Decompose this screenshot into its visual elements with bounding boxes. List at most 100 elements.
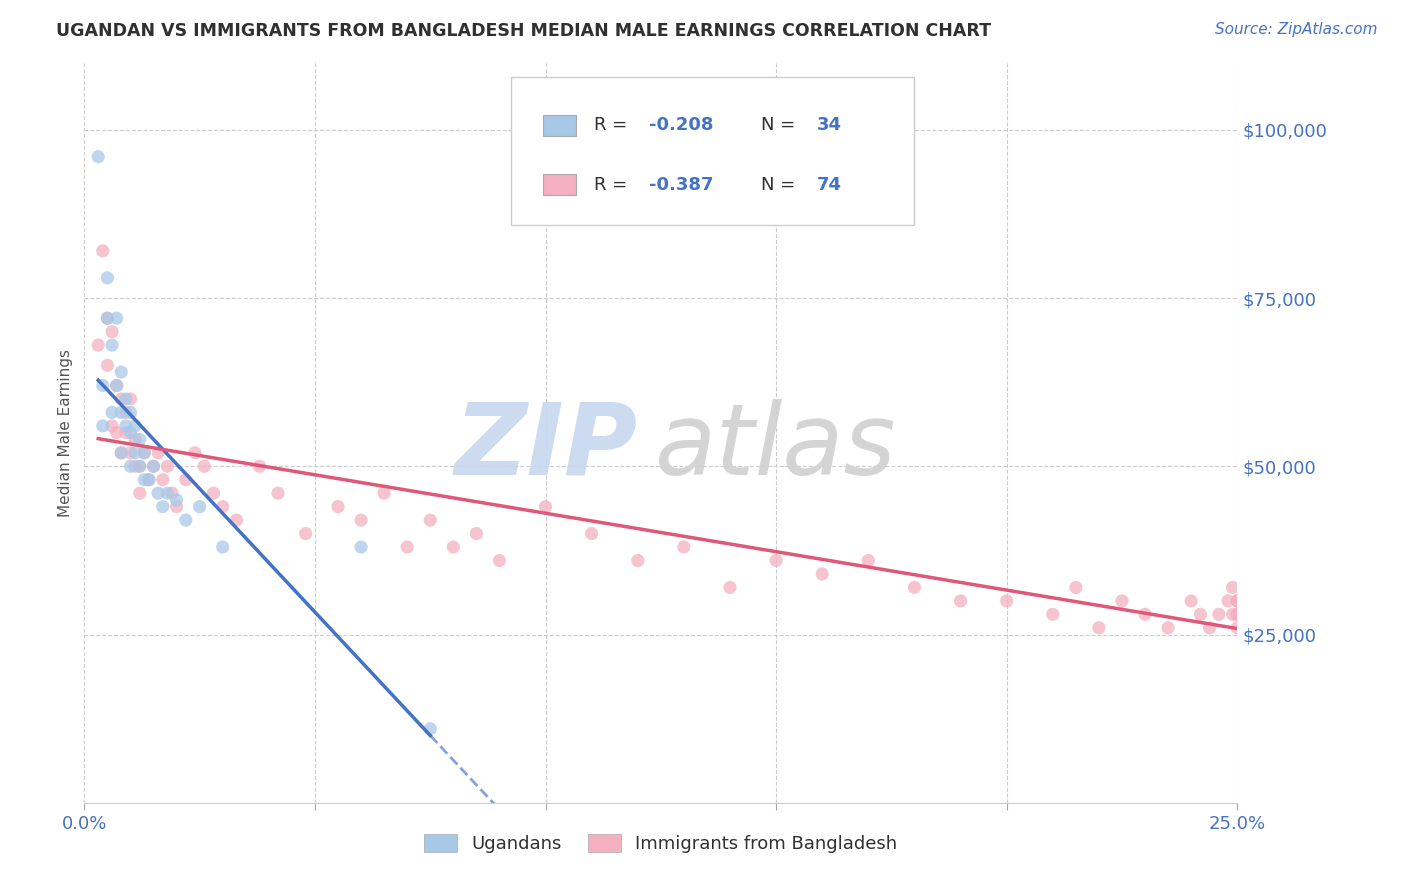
Point bbox=[1226, 594, 1249, 608]
Point bbox=[995, 594, 1018, 608]
Point bbox=[128, 433, 150, 447]
Point bbox=[534, 500, 557, 514]
Point bbox=[160, 486, 183, 500]
Point bbox=[350, 513, 373, 527]
Point bbox=[488, 553, 510, 567]
Text: -0.208: -0.208 bbox=[650, 116, 714, 135]
Point bbox=[225, 513, 247, 527]
Point bbox=[1157, 621, 1180, 635]
Point bbox=[146, 486, 169, 500]
Point bbox=[1180, 594, 1202, 608]
Point bbox=[146, 446, 169, 460]
Text: N =: N = bbox=[761, 116, 801, 135]
Point bbox=[211, 540, 233, 554]
Legend: Ugandans, Immigrants from Bangladesh: Ugandans, Immigrants from Bangladesh bbox=[416, 827, 905, 861]
Point bbox=[1226, 607, 1249, 622]
Text: 34: 34 bbox=[817, 116, 841, 135]
Point bbox=[419, 722, 441, 736]
FancyBboxPatch shape bbox=[510, 78, 914, 226]
Point bbox=[249, 459, 271, 474]
Point bbox=[96, 359, 118, 373]
Point bbox=[267, 486, 290, 500]
Point bbox=[718, 581, 741, 595]
Point bbox=[115, 392, 138, 406]
Point bbox=[110, 365, 132, 379]
Point bbox=[142, 459, 165, 474]
Point bbox=[350, 540, 373, 554]
Point bbox=[166, 500, 188, 514]
Point bbox=[101, 418, 124, 433]
Point bbox=[91, 418, 114, 433]
Point bbox=[858, 553, 880, 567]
Point bbox=[156, 459, 179, 474]
Point bbox=[124, 459, 146, 474]
Point bbox=[115, 405, 138, 419]
Point bbox=[174, 513, 197, 527]
Point bbox=[326, 500, 349, 514]
Point bbox=[811, 566, 834, 581]
Text: Source: ZipAtlas.com: Source: ZipAtlas.com bbox=[1215, 22, 1378, 37]
Point bbox=[193, 459, 215, 474]
Point bbox=[101, 338, 124, 352]
Point bbox=[765, 553, 787, 567]
Point bbox=[373, 486, 395, 500]
Point bbox=[1133, 607, 1156, 622]
Y-axis label: Median Male Earnings: Median Male Earnings bbox=[58, 349, 73, 516]
Point bbox=[903, 581, 925, 595]
Point bbox=[101, 325, 124, 339]
Text: R =: R = bbox=[593, 176, 633, 194]
Point bbox=[138, 473, 160, 487]
Point bbox=[202, 486, 225, 500]
Point bbox=[124, 446, 146, 460]
Point bbox=[128, 459, 150, 474]
Point bbox=[110, 446, 132, 460]
Point bbox=[672, 540, 695, 554]
Point bbox=[1226, 594, 1249, 608]
Point bbox=[138, 473, 160, 487]
Point bbox=[1189, 607, 1212, 622]
Point bbox=[211, 500, 233, 514]
Point bbox=[128, 486, 150, 500]
Point bbox=[1216, 594, 1239, 608]
Point bbox=[1226, 607, 1249, 622]
Point bbox=[105, 425, 128, 440]
Point bbox=[396, 540, 419, 554]
Point bbox=[91, 244, 114, 258]
Point bbox=[188, 500, 211, 514]
Point bbox=[87, 338, 110, 352]
Point bbox=[152, 500, 174, 514]
Point bbox=[96, 311, 118, 326]
Point bbox=[96, 270, 118, 285]
Point bbox=[1208, 607, 1230, 622]
Point bbox=[120, 405, 142, 419]
Point bbox=[294, 526, 316, 541]
Point bbox=[1042, 607, 1064, 622]
Point bbox=[105, 311, 128, 326]
Point bbox=[110, 446, 132, 460]
Point bbox=[166, 492, 188, 507]
Text: atlas: atlas bbox=[655, 399, 897, 496]
Text: UGANDAN VS IMMIGRANTS FROM BANGLADESH MEDIAN MALE EARNINGS CORRELATION CHART: UGANDAN VS IMMIGRANTS FROM BANGLADESH ME… bbox=[56, 22, 991, 40]
Point bbox=[1226, 621, 1249, 635]
Point bbox=[156, 486, 179, 500]
Point bbox=[134, 446, 156, 460]
Point bbox=[419, 513, 441, 527]
Text: R =: R = bbox=[593, 116, 633, 135]
Point bbox=[124, 433, 146, 447]
Point bbox=[1111, 594, 1133, 608]
FancyBboxPatch shape bbox=[543, 115, 575, 136]
Point bbox=[110, 405, 132, 419]
Point bbox=[174, 473, 197, 487]
Point bbox=[1064, 581, 1087, 595]
Point bbox=[128, 459, 150, 474]
Point bbox=[465, 526, 488, 541]
Point bbox=[1222, 581, 1244, 595]
Text: 74: 74 bbox=[817, 176, 841, 194]
Point bbox=[142, 459, 165, 474]
Text: ZIP: ZIP bbox=[454, 399, 638, 496]
Point bbox=[115, 418, 138, 433]
Point bbox=[1088, 621, 1111, 635]
Point bbox=[120, 446, 142, 460]
Point bbox=[91, 378, 114, 392]
Point bbox=[1198, 621, 1220, 635]
